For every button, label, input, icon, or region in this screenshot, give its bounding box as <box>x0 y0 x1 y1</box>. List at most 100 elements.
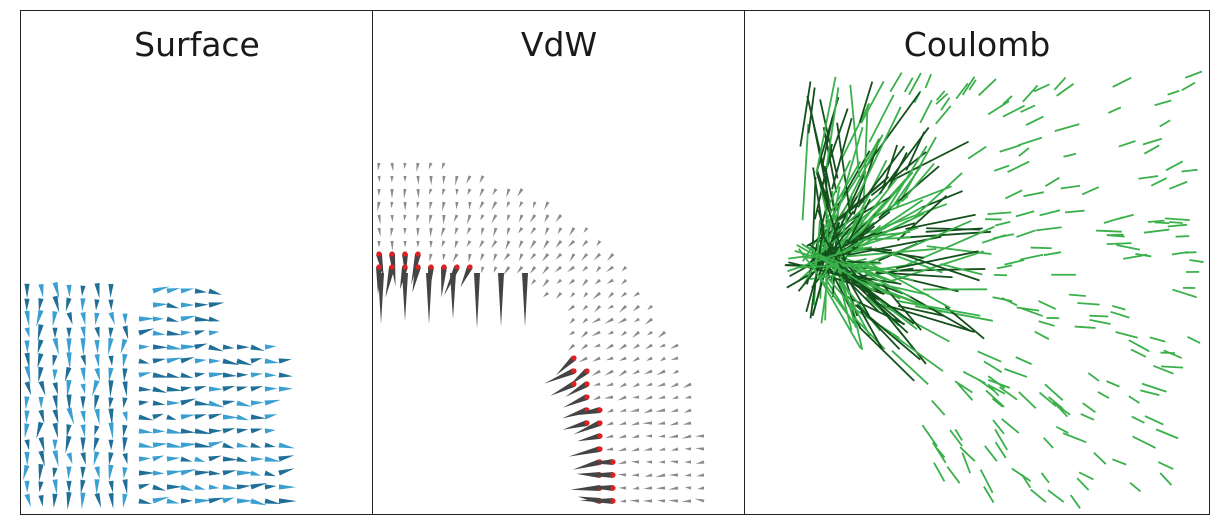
surface-vector-glyph <box>122 479 128 495</box>
surface-vector-glyph <box>108 311 115 325</box>
coulomb-vector-glyph <box>919 99 933 124</box>
coulomb-vector-glyph <box>992 419 1005 435</box>
vdw-vector-glyph <box>442 201 446 212</box>
surface-vector-glyph <box>38 481 44 493</box>
coulomb-vector-glyph <box>1154 221 1170 225</box>
vdw-vector-glyph <box>619 408 627 413</box>
surface-vector-glyph <box>166 484 183 490</box>
vdw-contact-marker <box>610 472 616 478</box>
coulomb-vector-glyph <box>1044 176 1060 187</box>
coulomb-vector-glyph <box>1030 246 1052 250</box>
vdw-vector-glyph <box>454 227 459 236</box>
vdw-vector-glyph <box>618 486 627 490</box>
coulomb-vector-glyph <box>987 375 1006 389</box>
vdw-vector-glyph <box>529 240 537 250</box>
vdw-vector-glyph <box>468 253 472 263</box>
surface-vector-glyph <box>94 339 100 354</box>
surface-vector-glyph <box>138 372 152 378</box>
vdw-vector-glyph <box>491 214 498 224</box>
coulomb-vector-glyph <box>1139 389 1160 396</box>
vdw-vector-glyph <box>591 330 601 337</box>
vdw-vector-glyph <box>670 408 679 413</box>
coulomb-vector-glyph <box>809 223 825 319</box>
surface-vector-glyph <box>236 428 249 434</box>
coulomb-vector-glyph <box>905 213 976 230</box>
vdw-vector-glyph <box>503 252 511 261</box>
surface-vector-glyph <box>194 385 207 392</box>
surface-vector-glyph <box>166 357 183 364</box>
vdw-vector-glyph <box>604 369 614 376</box>
coulomb-vector-glyph <box>849 134 884 200</box>
vdw-vector-glyph <box>429 240 433 249</box>
coulomb-vector-glyph <box>955 82 969 100</box>
vdw-vector-glyph <box>542 291 550 298</box>
surface-vector-glyph <box>122 493 128 508</box>
surface-vector-glyph <box>24 423 30 439</box>
vdw-vector-glyph <box>645 434 653 438</box>
vdw-vector-glyph <box>592 356 601 362</box>
coulomb-vector-glyph <box>886 304 975 333</box>
vdw-contact-marker <box>584 368 590 374</box>
vdw-vector-glyph <box>562 420 588 430</box>
vdw-vector-glyph <box>480 214 485 221</box>
vdw-vector-glyph <box>480 253 485 262</box>
coulomb-vector-glyph <box>968 79 977 91</box>
surface-vector-glyph <box>38 450 45 467</box>
vdw-vector-glyph <box>605 343 614 350</box>
vdw-vector-glyph <box>593 382 601 386</box>
vdw-vector-glyph <box>429 253 433 262</box>
coulomb-vector-glyph <box>1039 209 1061 217</box>
vdw-vector-glyph <box>695 460 705 464</box>
surface-panel-title: Surface <box>134 25 260 64</box>
coulomb-vector-glyph <box>994 441 1007 459</box>
surface-vector-glyph <box>138 414 154 421</box>
vdw-vector-glyph <box>403 175 407 183</box>
vdw-contact-marker <box>376 264 382 270</box>
surface-vector-glyph <box>278 498 297 504</box>
surface-vector-glyph <box>152 330 166 336</box>
coulomb-vector-glyph <box>1060 184 1081 190</box>
coulomb-vector-glyph <box>1169 221 1183 224</box>
surface-vector-glyph <box>180 428 196 434</box>
surface-vector-glyph <box>24 283 30 299</box>
coulomb-vector-glyph <box>999 386 1018 401</box>
vdw-vector-glyph <box>696 473 705 477</box>
surface-vector-glyph <box>94 425 100 436</box>
vdw-vector-glyph <box>541 266 550 275</box>
coulomb-vector-glyph <box>889 72 903 93</box>
surface-vector-glyph <box>180 288 195 294</box>
surface-vector-glyph <box>208 497 225 504</box>
vdw-contact-marker <box>571 368 577 374</box>
surface-vector-glyph <box>250 482 268 490</box>
coulomb-vector-glyph <box>1103 216 1124 224</box>
vdw-contact-marker <box>389 264 395 270</box>
surface-vector-glyph <box>278 358 292 364</box>
coulomb-vector-glyph <box>1149 336 1166 343</box>
surface-vector-glyph <box>152 316 164 322</box>
coulomb-vector-glyph <box>1112 76 1132 88</box>
surface-vector-glyph <box>208 302 225 308</box>
vdw-vector-glyph <box>617 447 627 452</box>
vdw-vector-glyph <box>629 408 640 412</box>
surface-vector-glyph <box>66 466 72 480</box>
surface-vector-glyph <box>208 288 222 295</box>
surface-vector-glyph <box>250 372 263 378</box>
surface-vector-glyph <box>236 470 255 476</box>
surface-vector-glyph <box>264 470 276 477</box>
vdw-vector-glyph <box>529 266 537 274</box>
coulomb-vector-glyph <box>1016 306 1040 312</box>
vdw-vector-glyph <box>505 240 511 251</box>
vdw-vector-glyph <box>644 369 653 375</box>
vdw-vector-glyph <box>592 291 602 300</box>
vdw-vector-glyph <box>582 265 589 272</box>
coulomb-vector-glyph <box>949 429 963 447</box>
coulomb-vector-glyph <box>1042 437 1054 449</box>
vdw-vector-glyph <box>621 265 628 272</box>
vdw-vector-glyph <box>642 421 653 425</box>
vdw-vector-glyph <box>606 278 614 284</box>
vdw-vector-glyph <box>632 369 640 375</box>
vdw-contact-marker <box>571 381 577 387</box>
coulomb-vector-glyph <box>846 198 871 246</box>
surface-vector-glyph <box>65 297 72 312</box>
coulomb-vector-glyph <box>1062 432 1087 444</box>
